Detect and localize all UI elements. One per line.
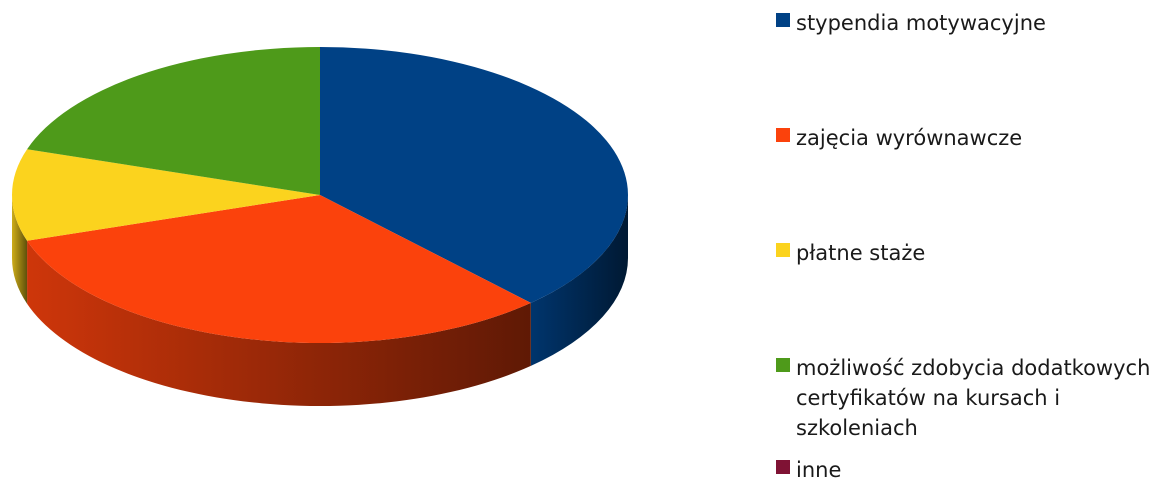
pie-chart [11,47,628,406]
pie-side-patne [12,195,28,304]
pie-slice-mozliwosc [27,47,321,195]
legend-item-zajecia: zajęcia wyrównawcze [776,123,1022,153]
legend-label-stypendia: stypendia motywacyjne [796,11,1046,35]
legend-item-staze: płatne staże [776,238,925,268]
pie-side-zajecia [27,240,531,406]
pie-slice-stypendia [320,47,628,303]
pie-top-slices [11,47,628,343]
legend: stypendia motywacyjne zajęcia wyrównawcz… [776,0,1169,487]
legend-item-inne: inne [776,455,841,485]
legend-swatch-inne [776,460,790,474]
pie-side-stypendia [530,195,628,366]
legend-label-inne: inne [796,458,842,482]
legend-label-certyfikaty: możliwość zdobycia dodatkowych certyfika… [796,356,1151,440]
legend-swatch-certyfikaty [776,358,790,372]
legend-item-stypendia: stypendia motywacyjne [776,8,1046,38]
legend-label-staze: płatne staże [796,241,926,265]
pie-side-walls [12,195,628,406]
pie-chart-area [11,47,628,406]
pie-slice-patne [11,149,320,241]
legend-swatch-stypendia [776,13,790,27]
legend-swatch-staze [776,243,790,257]
legend-label-zajecia: zajęcia wyrównawcze [796,126,1023,150]
legend-swatch-zajecia [776,128,790,142]
legend-item-certyfikaty: możliwość zdobycia dodatkowych certyfika… [776,353,1166,443]
pie-slice-zajecia [27,195,531,343]
